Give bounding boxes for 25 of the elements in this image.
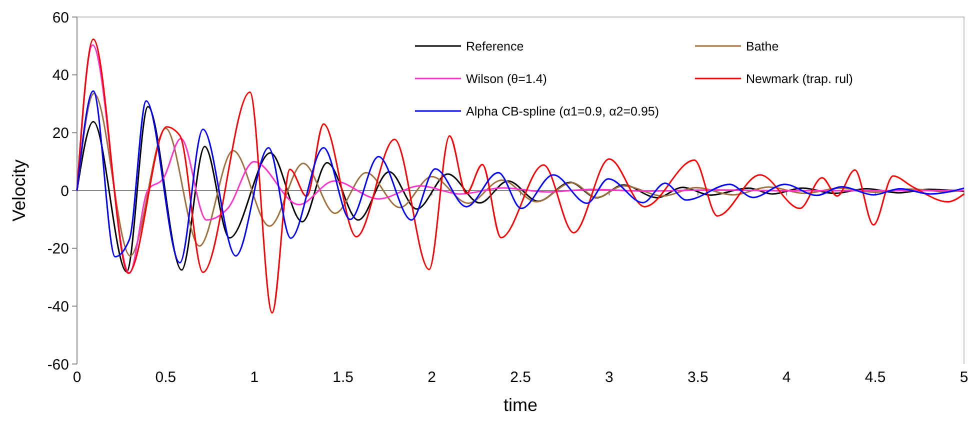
y-tick-label: 60 — [52, 9, 69, 26]
x-tick-label: 2 — [428, 369, 436, 386]
y-tick-label: -40 — [47, 298, 69, 316]
x-tick-label: 5 — [960, 369, 968, 386]
legend-label: Bathe — [746, 39, 779, 54]
y-tick-label: -60 — [47, 356, 69, 374]
y-tick-label: 40 — [52, 67, 69, 84]
x-tick-label: 0 — [72, 369, 82, 386]
x-tick-label: 3 — [605, 369, 614, 386]
y-axis-title: Velocity — [9, 159, 29, 222]
x-tick-label: 4 — [782, 369, 791, 386]
x-tick-label: 0.5 — [155, 369, 176, 386]
x-tick-label: 1 — [250, 369, 259, 386]
y-tick-label: 0 — [60, 182, 69, 200]
x-tick-label: 3.5 — [687, 369, 708, 386]
legend-label: Alpha CB-spline (α1=0.9, α2=0.95) — [466, 104, 660, 118]
x-tick-label: 1.5 — [332, 369, 354, 386]
y-tick-label: -20 — [47, 240, 69, 258]
legend-label: Wilson (θ=1.4) — [466, 72, 547, 86]
legend-label: Reference — [466, 39, 524, 54]
x-tick-label: 2.5 — [510, 369, 531, 386]
x-axis-title: time — [503, 395, 538, 415]
x-tick-label: 4.5 — [864, 369, 886, 386]
y-tick-label: 20 — [52, 124, 69, 142]
legend-label: Newmark (trap. rul) — [746, 72, 853, 86]
